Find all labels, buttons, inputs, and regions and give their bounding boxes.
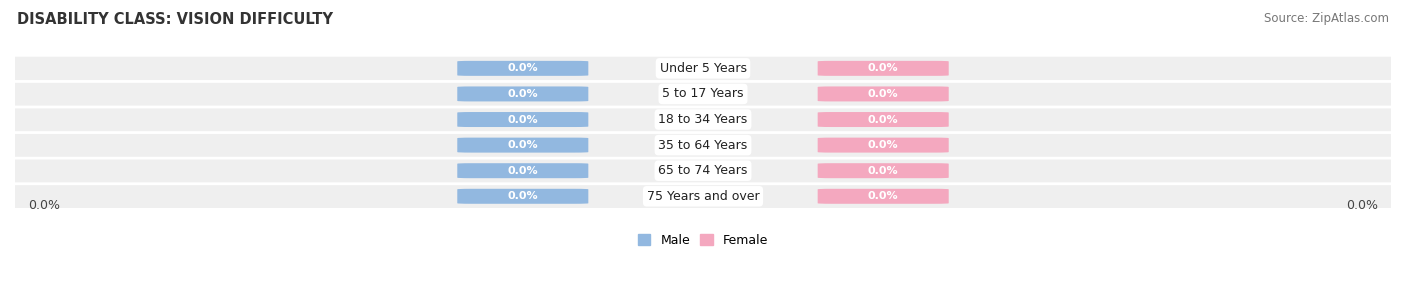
- Text: 0.0%: 0.0%: [508, 114, 538, 125]
- Text: 65 to 74 Years: 65 to 74 Years: [658, 164, 748, 177]
- FancyBboxPatch shape: [0, 81, 1406, 107]
- Legend: Male, Female: Male, Female: [633, 229, 773, 252]
- Text: 5 to 17 Years: 5 to 17 Years: [662, 88, 744, 100]
- FancyBboxPatch shape: [0, 106, 1406, 132]
- Text: 0.0%: 0.0%: [868, 166, 898, 176]
- FancyBboxPatch shape: [818, 138, 949, 153]
- FancyBboxPatch shape: [0, 132, 1406, 158]
- FancyBboxPatch shape: [0, 183, 1406, 209]
- Text: 0.0%: 0.0%: [868, 114, 898, 125]
- FancyBboxPatch shape: [457, 138, 588, 153]
- FancyBboxPatch shape: [818, 189, 949, 204]
- FancyBboxPatch shape: [457, 61, 588, 76]
- Text: 35 to 64 Years: 35 to 64 Years: [658, 139, 748, 151]
- FancyBboxPatch shape: [457, 163, 588, 178]
- FancyBboxPatch shape: [818, 163, 949, 178]
- Text: 18 to 34 Years: 18 to 34 Years: [658, 113, 748, 126]
- FancyBboxPatch shape: [818, 87, 949, 101]
- Text: 0.0%: 0.0%: [868, 191, 898, 201]
- Text: 0.0%: 0.0%: [508, 140, 538, 150]
- Text: 0.0%: 0.0%: [868, 63, 898, 73]
- Text: 0.0%: 0.0%: [508, 89, 538, 99]
- Text: 0.0%: 0.0%: [868, 140, 898, 150]
- FancyBboxPatch shape: [0, 55, 1406, 81]
- Text: DISABILITY CLASS: VISION DIFFICULTY: DISABILITY CLASS: VISION DIFFICULTY: [17, 12, 333, 27]
- Text: 0.0%: 0.0%: [508, 191, 538, 201]
- FancyBboxPatch shape: [818, 112, 949, 127]
- FancyBboxPatch shape: [457, 87, 588, 101]
- FancyBboxPatch shape: [457, 112, 588, 127]
- Text: 0.0%: 0.0%: [868, 89, 898, 99]
- Text: 0.0%: 0.0%: [508, 63, 538, 73]
- Text: Source: ZipAtlas.com: Source: ZipAtlas.com: [1264, 12, 1389, 25]
- Text: 75 Years and over: 75 Years and over: [647, 190, 759, 203]
- FancyBboxPatch shape: [0, 158, 1406, 184]
- Text: Under 5 Years: Under 5 Years: [659, 62, 747, 75]
- FancyBboxPatch shape: [457, 189, 588, 204]
- Text: 0.0%: 0.0%: [1346, 199, 1378, 212]
- FancyBboxPatch shape: [818, 61, 949, 76]
- Text: 0.0%: 0.0%: [28, 199, 60, 212]
- Text: 0.0%: 0.0%: [508, 166, 538, 176]
